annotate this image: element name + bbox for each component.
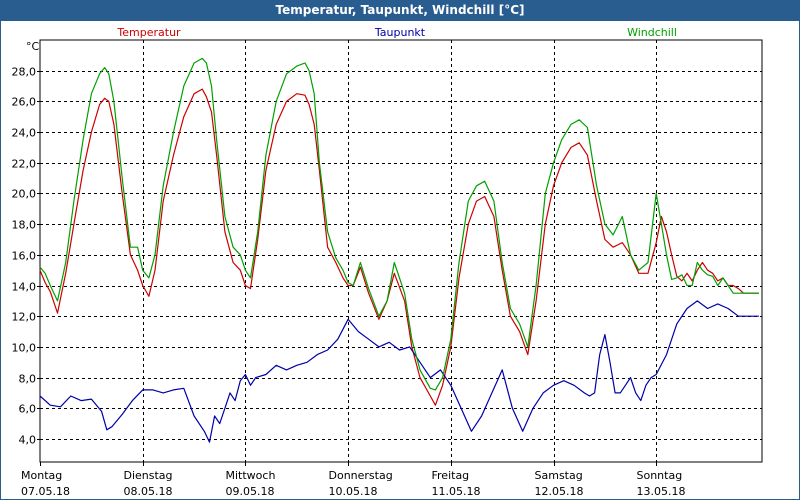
x-day-label: Sonntag xyxy=(637,469,683,482)
x-date-label: 13.05.18 xyxy=(637,485,686,498)
x-date-label: 10.05.18 xyxy=(329,485,378,498)
x-day-label: Mittwoch xyxy=(226,469,276,482)
y-tick-label: 20,0 xyxy=(12,188,37,201)
y-tick-label: 8,0 xyxy=(19,373,37,386)
x-date-label: 09.05.18 xyxy=(226,485,275,498)
x-day-label: Freitag xyxy=(432,469,470,482)
y-tick-label: 22,0 xyxy=(12,158,37,171)
y-tick-label: 18,0 xyxy=(12,219,37,232)
y-tick-label: 28,0 xyxy=(12,66,37,79)
y-tick-label: 24,0 xyxy=(12,127,37,140)
series-line-windchill xyxy=(39,57,759,391)
y-tick-label: 4,0 xyxy=(19,434,37,447)
x-date-label: 11.05.18 xyxy=(432,485,481,498)
legend-taupunkt: Taupunkt xyxy=(374,26,426,39)
y-tick-label: 10,0 xyxy=(12,342,37,355)
y-axis-label: °C xyxy=(26,40,40,53)
chart-svg: 4,0 6,0 8,0 10,0 12,0 14,0 16,0 18,0 20,0 22,0 24,… xyxy=(12,26,763,498)
chart-title: Temperatur, Taupunkt, Windchill [°C] xyxy=(275,3,525,17)
x-date-label: 07.05.18 xyxy=(21,485,70,498)
x-day-label: Dienstag xyxy=(124,469,173,482)
y-tick-label: 6,0 xyxy=(19,403,37,416)
y-tick-label: 14,0 xyxy=(12,281,37,294)
legend-windchill: Windchill xyxy=(627,26,677,39)
y-tick-label: 26,0 xyxy=(12,96,37,109)
x-day-label: Samstag xyxy=(535,469,583,482)
series-line-taupunkt xyxy=(39,300,759,443)
x-day-label: Donnerstag xyxy=(329,469,393,482)
y-tick-label: 12,0 xyxy=(12,311,37,324)
chart-title-bar: Temperatur, Taupunkt, Windchill [°C] xyxy=(0,0,800,20)
series-line-temperatur xyxy=(39,88,759,406)
x-day-label: Montag xyxy=(21,469,62,482)
legend-temperatur: Temperatur xyxy=(116,26,181,39)
y-tick-label: 16,0 xyxy=(12,250,37,263)
x-date-label: 08.05.18 xyxy=(124,485,173,498)
x-date-label: 12.05.18 xyxy=(535,485,584,498)
chart-frame: 4,0 6,0 8,0 10,0 12,0 14,0 16,0 18,0 20,0 22,0 24,… xyxy=(0,20,800,500)
